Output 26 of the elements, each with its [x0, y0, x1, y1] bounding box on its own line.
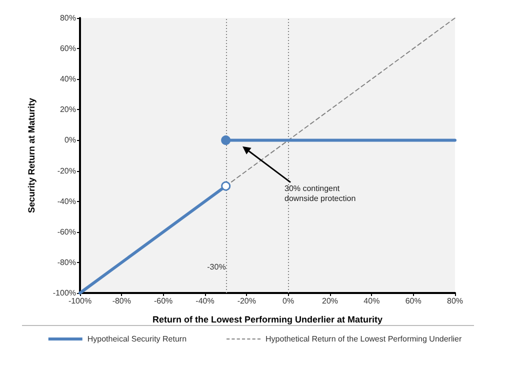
- x-tick-label: -80%: [112, 296, 132, 306]
- y-tick-label: 20%: [60, 105, 76, 114]
- y-tick-label: -80%: [57, 258, 76, 267]
- y-tick-label: -20%: [57, 166, 76, 176]
- ref-line-label: -30%: [207, 262, 226, 272]
- x-tick-label: -100%: [68, 296, 92, 306]
- y-tick-label: 0%: [64, 136, 76, 145]
- legend-label: Hypotheical Security Return: [87, 334, 187, 344]
- x-tick-label: 80%: [446, 296, 464, 306]
- x-tick-label: -60%: [154, 296, 173, 306]
- y-axis-title: Security Return at Maturity: [26, 98, 36, 214]
- y-tick-label: -60%: [57, 227, 76, 236]
- y-tick-label: -40%: [57, 196, 76, 206]
- y-tick-label: 60%: [60, 44, 76, 54]
- x-axis-title: Return of the Lowest Performing Underlier at Maturity: [152, 314, 383, 324]
- annotation: 30% contingent downside protection: [284, 184, 357, 204]
- x-tick-label: 0%: [282, 296, 294, 306]
- y-tick-label: 80%: [60, 14, 76, 22]
- x-tick-label: 40%: [364, 296, 380, 306]
- x-tick-label: 60%: [405, 296, 422, 306]
- x-tick-label: 20%: [322, 296, 338, 306]
- x-tick-label: -40%: [196, 296, 214, 306]
- y-tick-label: 40%: [60, 74, 76, 84]
- legend-label: Hypothetical Return of the Lowest Performing Underlier: [266, 334, 462, 344]
- y-tick-label: -100%: [52, 288, 76, 298]
- x-tick-label: -20%: [237, 296, 256, 306]
